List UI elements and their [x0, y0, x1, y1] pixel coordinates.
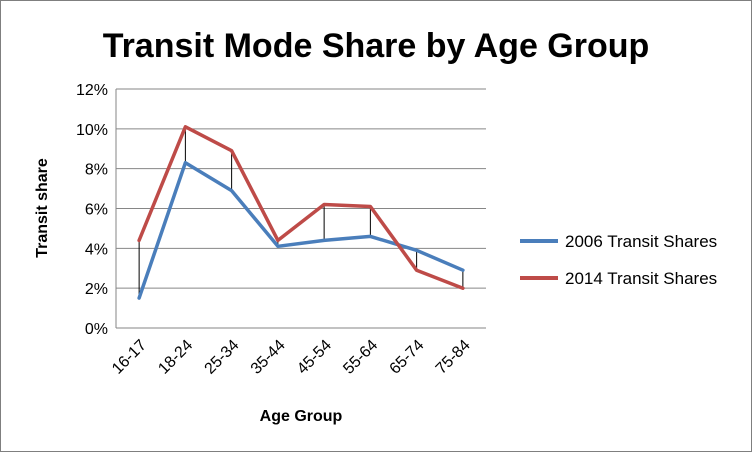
legend-label: 2014 Transit Shares — [565, 269, 717, 288]
x-tick-label: 16-17 — [109, 337, 150, 378]
y-tick-label: 12% — [76, 82, 108, 99]
y-tick-label: 6% — [85, 202, 108, 219]
y-tick-label: 8% — [85, 162, 108, 179]
x-tick-label: 55-64 — [340, 337, 381, 378]
x-tick-label: 35-44 — [248, 337, 289, 378]
y-tick-labels: 0% 2% 4% 6% 8% 10% 12% — [76, 82, 108, 338]
x-tick-labels: 16-17 18-24 25-34 35-44 45-54 55-64 65-74 75-84 — [109, 337, 474, 378]
legend: 2006 Transit Shares 2014 Transit Shares — [520, 232, 717, 288]
gridlines — [115, 88, 486, 329]
y-axis-title: Transit share — [34, 158, 51, 258]
x-tick-label: 65-74 — [386, 337, 427, 378]
series-lines — [137, 125, 465, 300]
drop-lines — [138, 126, 464, 299]
x-tick-label: 18-24 — [155, 337, 196, 378]
y-tick-label: 2% — [85, 281, 108, 298]
y-tick-label: 4% — [85, 241, 108, 258]
series-line-2014 — [137, 125, 465, 290]
x-axis-title: Age Group — [260, 408, 343, 425]
chart-title: Transit Mode Share by Age Group — [103, 27, 650, 65]
legend-label: 2006 Transit Shares — [565, 232, 717, 251]
x-tick-label: 45-54 — [294, 337, 335, 378]
y-tick-label: 0% — [85, 321, 108, 338]
x-tick-label: 25-34 — [201, 337, 242, 378]
series-line-2006 — [137, 160, 465, 300]
y-tick-label: 10% — [76, 122, 108, 139]
x-tick-label: 75-84 — [433, 337, 474, 378]
